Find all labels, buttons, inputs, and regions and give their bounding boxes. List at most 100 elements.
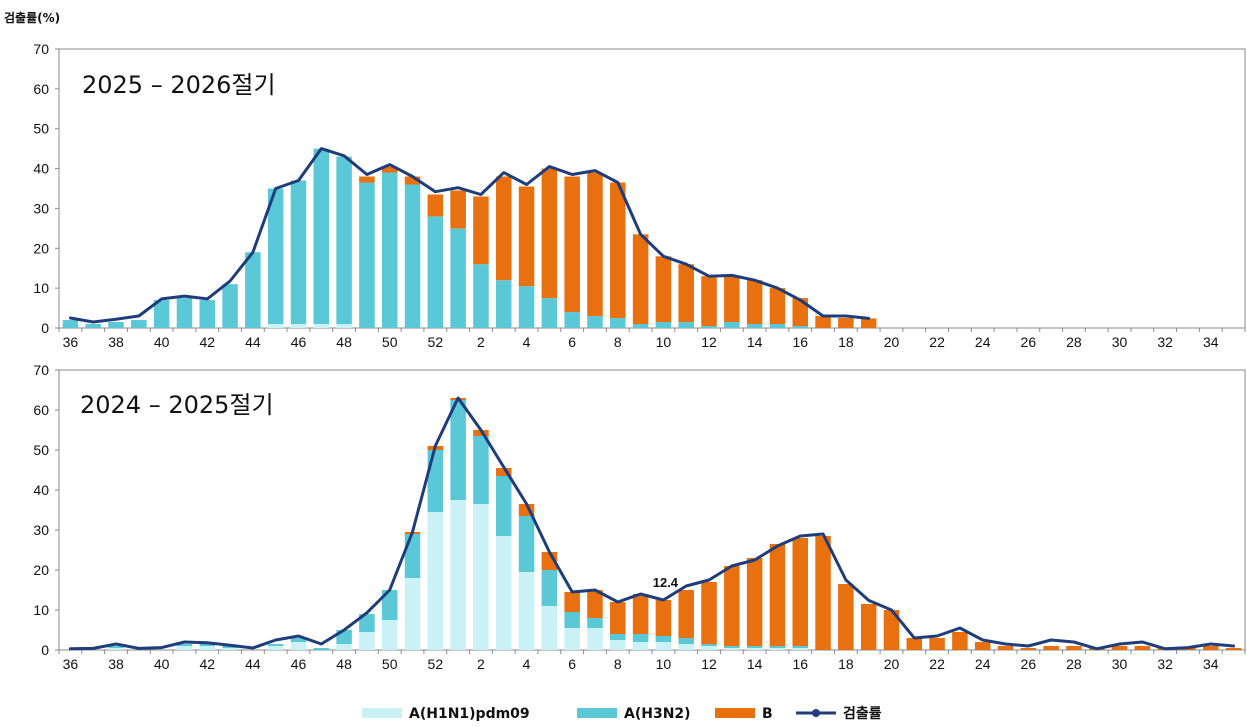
bar-h1n1 <box>404 578 421 650</box>
bar-b <box>359 176 375 183</box>
x-tick-label: 34 <box>1203 656 1219 672</box>
bar-h3n2 <box>450 228 466 328</box>
x-tick-label: 24 <box>975 656 991 672</box>
bar-h1n1 <box>587 628 603 650</box>
y-tick-label: 30 <box>33 200 49 216</box>
bar-h1n1 <box>610 640 626 650</box>
bar-h3n2 <box>564 612 580 628</box>
bar-h1n1 <box>176 646 193 650</box>
legend-swatch-b <box>715 708 755 718</box>
bar-h3n2 <box>701 326 717 328</box>
x-tick-label: 4 <box>523 334 531 350</box>
bar-h1n1 <box>724 648 740 650</box>
x-tick-label: 28 <box>1066 334 1082 350</box>
detection-rate-line <box>68 396 1236 651</box>
bar-b <box>541 168 558 299</box>
bar-h3n2 <box>381 172 398 328</box>
bar-b <box>1066 646 1082 650</box>
x-tick-label: 30 <box>1112 334 1128 350</box>
y-tick-label: 50 <box>33 121 49 137</box>
bar-h1n1 <box>267 324 284 328</box>
x-tick-label: 12 <box>701 656 717 672</box>
bar-b <box>564 592 580 612</box>
bar-h3n2 <box>359 182 375 328</box>
bar-h3n2 <box>610 318 626 328</box>
bar-b <box>997 646 1014 650</box>
bar-h3n2 <box>518 516 535 572</box>
bar-b <box>815 316 831 328</box>
bar-b <box>610 602 626 634</box>
x-tick-label: 40 <box>154 656 170 672</box>
x-tick-label: 10 <box>656 334 672 350</box>
bar-h3n2 <box>359 614 375 632</box>
bar-b <box>701 276 717 327</box>
bar-b <box>473 196 489 265</box>
x-tick-label: 48 <box>336 656 352 672</box>
bar-b <box>769 288 786 325</box>
legend-label-b: B <box>762 706 773 722</box>
bar-h3n2 <box>85 324 101 328</box>
detection-rate-line <box>68 147 871 324</box>
bar-h3n2 <box>495 280 512 328</box>
bar-h1n1 <box>518 572 535 650</box>
bar-b <box>655 256 672 323</box>
x-tick-label: 24 <box>975 334 991 350</box>
x-tick-label: 36 <box>63 656 79 672</box>
x-tick-label: 28 <box>1066 656 1082 672</box>
y-tick-label: 40 <box>33 482 49 498</box>
bar-h3n2 <box>267 188 284 325</box>
bar-h3n2 <box>222 646 238 648</box>
bar-b <box>678 264 694 323</box>
x-tick-label: 48 <box>336 334 352 350</box>
y-axis-label: 검출률(%) <box>4 10 60 25</box>
bar-b <box>974 642 991 650</box>
bar-h3n2 <box>199 644 216 646</box>
x-tick-label: 2 <box>477 656 485 672</box>
y-tick-label: 20 <box>33 240 49 256</box>
bar-b <box>724 276 740 323</box>
x-tick-label: 50 <box>382 656 398 672</box>
bar-h1n1 <box>564 628 580 650</box>
season-title: 2025 – 2026절기 <box>82 71 276 99</box>
x-tick-label: 40 <box>154 334 170 350</box>
x-tick-label: 30 <box>1112 656 1128 672</box>
x-tick-label: 36 <box>63 334 79 350</box>
bar-h1n1 <box>267 646 284 650</box>
legend-marker-rate <box>812 709 820 717</box>
bar-h3n2 <box>176 298 193 328</box>
x-tick-label: 32 <box>1157 334 1173 350</box>
bar-b <box>655 600 672 636</box>
x-tick-label: 6 <box>568 334 576 350</box>
x-tick-label: 46 <box>291 334 307 350</box>
bar-h3n2 <box>131 320 147 328</box>
bar-h1n1 <box>108 648 124 650</box>
bar-b <box>632 594 649 634</box>
y-tick-label: 0 <box>41 320 49 336</box>
bar-h3n2 <box>313 148 330 325</box>
legend-swatch-h1n1 <box>362 708 402 718</box>
bar-h3n2 <box>655 636 672 642</box>
x-tick-label: 12 <box>701 334 717 350</box>
bar-b <box>495 468 512 476</box>
bar-h1n1 <box>222 648 238 650</box>
bar-b <box>1043 646 1059 650</box>
y-tick-label: 0 <box>41 642 49 658</box>
bar-b <box>427 194 444 217</box>
bar-b <box>906 638 923 650</box>
bar-h1n1 <box>427 512 444 650</box>
y-tick-label: 10 <box>33 280 49 296</box>
x-tick-label: 18 <box>838 656 854 672</box>
bar-h1n1 <box>769 648 786 650</box>
bar-b <box>473 430 489 436</box>
bar-h1n1 <box>359 632 375 650</box>
x-tick-label: 20 <box>884 656 900 672</box>
bar-b <box>769 544 786 646</box>
bar-h3n2 <box>678 638 694 644</box>
x-tick-label: 34 <box>1203 334 1219 350</box>
x-tick-label: 16 <box>792 656 808 672</box>
bar-h3n2 <box>267 644 284 646</box>
bar-b <box>518 186 535 287</box>
bar-b <box>610 182 626 319</box>
